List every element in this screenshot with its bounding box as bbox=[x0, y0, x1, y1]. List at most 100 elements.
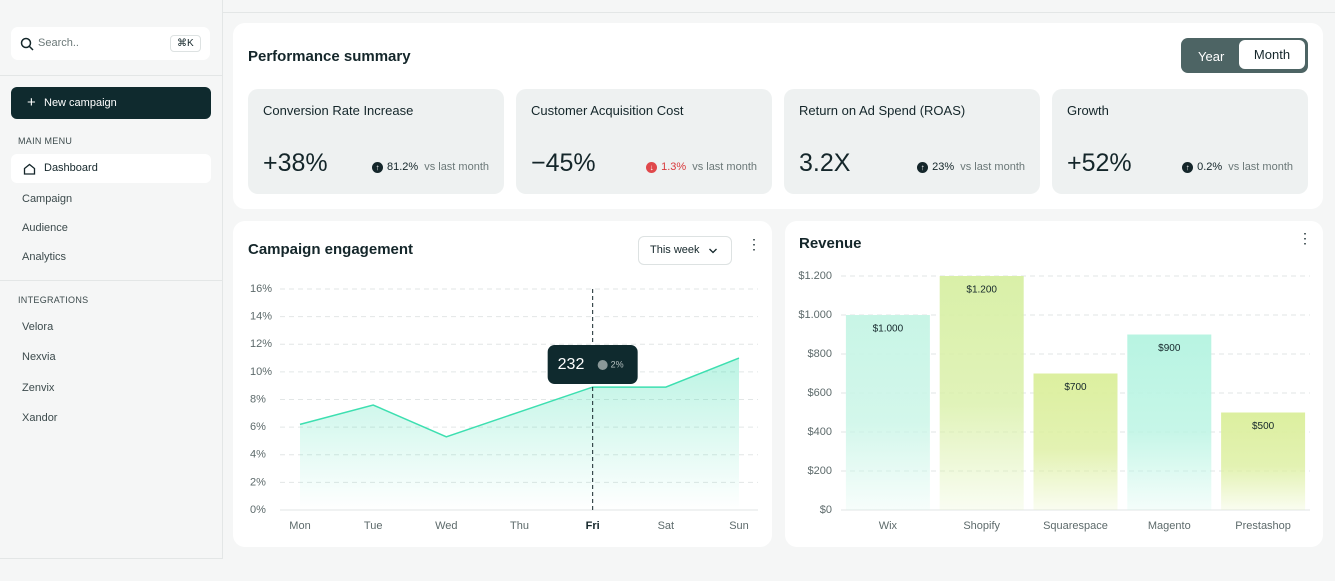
x-tick-label: Shopify bbox=[963, 520, 1000, 532]
integration-item[interactable]: Nexvia bbox=[22, 351, 56, 363]
y-tick-label: $1.200 bbox=[798, 270, 832, 282]
bar bbox=[845, 315, 930, 510]
shortcut: ⌘K bbox=[170, 35, 201, 52]
change-value: 81.2% bbox=[386, 161, 419, 173]
menu-item[interactable]: Campaign bbox=[22, 193, 73, 205]
y-tick-label: 6% bbox=[250, 421, 266, 433]
search-box[interactable]: Search.. ⌘K bbox=[11, 27, 210, 60]
x-tick-label: Sun bbox=[729, 520, 749, 532]
card-change: ↑ 23% vs last month bbox=[917, 161, 1025, 173]
menu-item[interactable]: Audience bbox=[22, 222, 68, 234]
menu-item: Dashboard bbox=[44, 162, 98, 174]
bar bbox=[939, 276, 1024, 510]
metric-card: Customer Acquisition Cost −45% ↓ 1.3% vs las… bbox=[516, 89, 772, 194]
divider bbox=[0, 75, 222, 76]
change-compare: vs last month bbox=[960, 161, 1025, 173]
change-compare: vs last month bbox=[692, 161, 757, 173]
panel-title: Performance summary bbox=[248, 48, 411, 65]
change-value: 23% bbox=[932, 161, 955, 173]
trend-icon: ↑ bbox=[371, 161, 383, 173]
value-label: $500 bbox=[1252, 421, 1275, 432]
divider bbox=[0, 280, 222, 281]
x-tick-label: Squarespace bbox=[1043, 520, 1108, 532]
card-value: 3.2X bbox=[799, 149, 851, 177]
metric-card: Growth +52% ↑ 0.2% vs last month bbox=[1052, 89, 1308, 194]
section-title: INTEGRATIONS bbox=[18, 295, 89, 305]
y-tick-label: 4% bbox=[250, 449, 266, 461]
y-tick-label: $200 bbox=[808, 465, 832, 477]
x-tick-label: Sat bbox=[658, 520, 675, 532]
plus-icon: + bbox=[27, 94, 36, 111]
x-tick-label: Mon bbox=[289, 520, 310, 532]
card-label: Conversion Rate Increase bbox=[263, 103, 414, 118]
sidebar: Search.. ⌘K + New campaign MAIN MENU Das… bbox=[0, 0, 223, 559]
x-tick-label: Prestashop bbox=[1235, 520, 1291, 532]
y-tick-label: 16% bbox=[250, 283, 272, 295]
toggle-option[interactable]: Year bbox=[1198, 49, 1225, 64]
card-label: Customer Acquisition Cost bbox=[531, 103, 684, 118]
trend-icon: ↑ bbox=[1182, 161, 1194, 173]
x-tick-label: Wix bbox=[879, 520, 898, 532]
bar bbox=[1127, 334, 1212, 510]
tooltip-icon bbox=[597, 360, 608, 370]
tooltip bbox=[547, 345, 638, 384]
card-change: ↑ 81.2% vs last month bbox=[371, 161, 489, 173]
dropdown-label: This week bbox=[650, 244, 700, 256]
bar bbox=[1221, 412, 1306, 510]
y-tick-label: 14% bbox=[250, 311, 272, 323]
trend-icon: ↓ bbox=[646, 161, 658, 173]
period-toggle: Year Month bbox=[1181, 38, 1308, 73]
tooltip-value: 232 bbox=[558, 356, 585, 373]
integration-item[interactable]: Zenvix bbox=[22, 382, 55, 394]
tooltip-change: 2% bbox=[611, 359, 624, 369]
value-label: $700 bbox=[1064, 382, 1087, 393]
button-label: New campaign bbox=[44, 97, 117, 109]
change-compare: vs last month bbox=[1228, 161, 1293, 173]
card-change: ↓ 1.3% vs last month bbox=[646, 161, 757, 173]
metric-card: Conversion Rate Increase +38% ↑ 81.2% vs las… bbox=[248, 89, 504, 194]
x-tick-label: Magento bbox=[1148, 520, 1191, 532]
bar bbox=[1033, 373, 1118, 510]
home-icon bbox=[23, 163, 36, 175]
y-tick-label: 2% bbox=[250, 476, 266, 488]
search-icon bbox=[20, 37, 34, 51]
change-compare: vs last month bbox=[424, 161, 489, 173]
integration-item[interactable]: Xandor bbox=[22, 412, 58, 424]
y-tick-label: $400 bbox=[808, 426, 832, 438]
y-tick-label: 8% bbox=[250, 393, 266, 405]
toggle-option[interactable]: Month bbox=[1239, 40, 1305, 69]
y-tick-label: $0 bbox=[820, 504, 832, 516]
top-divider bbox=[222, 12, 1335, 13]
chart-title: Campaign engagement bbox=[248, 241, 413, 258]
y-tick-label: 0% bbox=[250, 504, 266, 516]
menu-item[interactable]: Analytics bbox=[22, 251, 67, 263]
y-tick-label: $600 bbox=[808, 387, 832, 399]
value-label: $900 bbox=[1158, 343, 1181, 354]
line bbox=[299, 357, 740, 438]
card-label: Growth bbox=[1067, 103, 1109, 118]
new-campaign-button[interactable]: + New campaign bbox=[11, 87, 211, 119]
y-tick-label: $800 bbox=[808, 348, 832, 360]
chart-title: Revenue bbox=[799, 235, 862, 252]
x-tick-label: Thu bbox=[510, 520, 529, 532]
area bbox=[300, 358, 739, 510]
y-tick-label: $1.000 bbox=[798, 309, 832, 321]
active-item[interactable]: Dashboard bbox=[11, 154, 211, 183]
period-dropdown[interactable]: This week bbox=[638, 236, 732, 265]
trend-icon: ↑ bbox=[917, 161, 929, 173]
x-tick-label: Tue bbox=[364, 520, 383, 532]
change-value: 0.2% bbox=[1197, 161, 1223, 173]
section-title: MAIN MENU bbox=[18, 136, 73, 146]
y-tick-label: 10% bbox=[250, 366, 272, 378]
chevron-icon bbox=[709, 248, 717, 254]
card-value: +38% bbox=[263, 149, 328, 177]
integration-item[interactable]: Velora bbox=[22, 321, 54, 333]
search-placeholder: Search.. bbox=[38, 37, 79, 49]
card-value: +52% bbox=[1067, 149, 1132, 177]
card-label: Return on Ad Spend (ROAS) bbox=[799, 103, 966, 118]
x-tick-label: Wed bbox=[435, 520, 457, 532]
y-tick-label: 12% bbox=[250, 338, 272, 350]
card-change: ↑ 0.2% vs last month bbox=[1182, 161, 1293, 173]
